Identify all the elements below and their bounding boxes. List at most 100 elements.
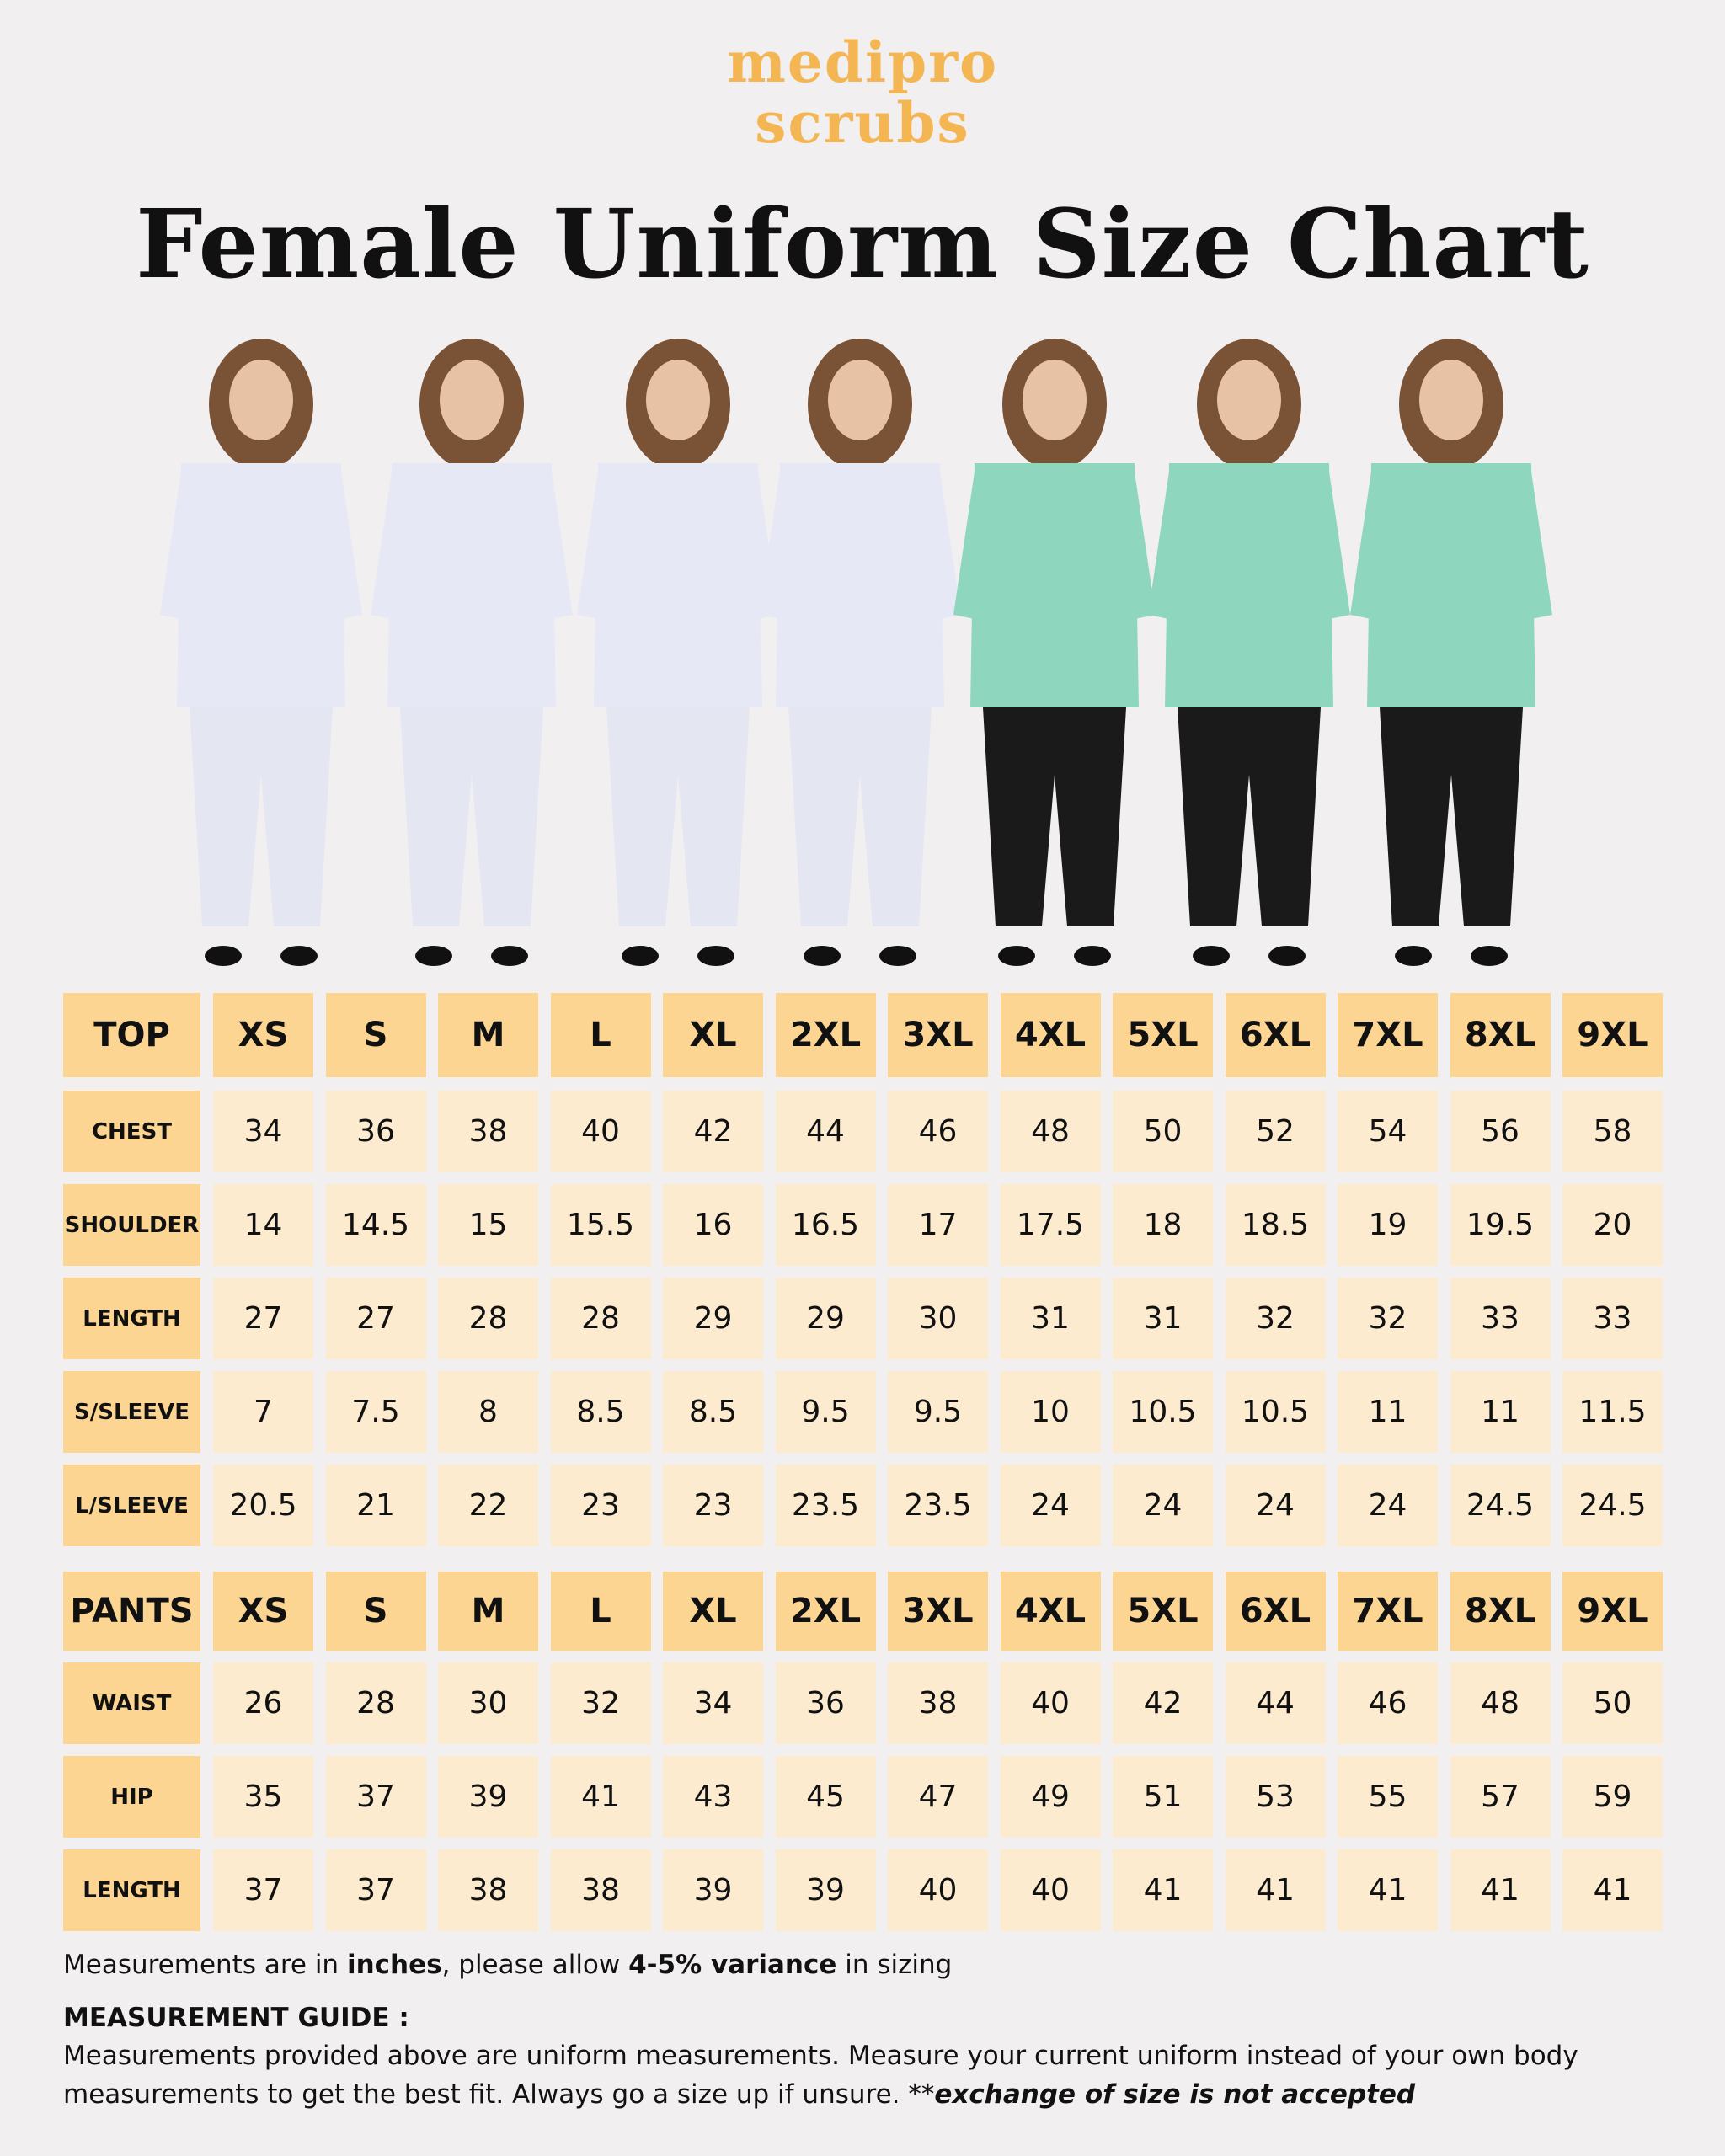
header-cell: TOP	[63, 993, 200, 1077]
size-value: 40	[888, 1849, 988, 1931]
header-cell: M	[438, 1572, 538, 1651]
size-value: 9.5	[775, 1371, 876, 1453]
size-value: 59	[1562, 1756, 1663, 1838]
row-label: L/SLEEVE	[63, 1465, 200, 1546]
size-value: 16	[663, 1184, 763, 1266]
figure-part	[646, 360, 710, 440]
size-value: 41	[1338, 1849, 1438, 1931]
size-value: 34	[663, 1662, 763, 1744]
size-value: 39	[438, 1756, 538, 1838]
header-cell: XL	[663, 993, 763, 1077]
size-value: 52	[1225, 1091, 1326, 1172]
size-value: 7.5	[325, 1371, 426, 1453]
size-value: 30	[888, 1278, 988, 1359]
figure-part	[828, 360, 892, 440]
text-run: 4-5% variance	[628, 1950, 837, 1980]
header-cell: 8XL	[1450, 1572, 1551, 1651]
text-run: inches	[346, 1950, 442, 1980]
size-value: 17	[888, 1184, 988, 1266]
size-value: 16.5	[775, 1184, 876, 1266]
figure-part	[622, 946, 659, 966]
size-value: 37	[213, 1849, 313, 1931]
size-value: 56	[1450, 1091, 1551, 1172]
size-value: 24	[1113, 1465, 1213, 1546]
size-value: 46	[888, 1091, 988, 1172]
size-value: 14.5	[325, 1184, 426, 1266]
size-value: 43	[663, 1756, 763, 1838]
size-value: 41	[1225, 1849, 1326, 1931]
text-run: Measurements are in	[63, 1950, 347, 1980]
guide-text: Measurements provided above are uniform …	[63, 2036, 1579, 2114]
text-run: in sizing	[836, 1950, 953, 1980]
guide-heading: MEASUREMENT GUIDE :	[63, 2003, 409, 2033]
size-value: 29	[663, 1278, 763, 1359]
header-cell: XS	[213, 993, 313, 1077]
figure-part	[1148, 472, 1350, 619]
header-cell: S	[325, 993, 426, 1077]
size-value: 45	[775, 1756, 876, 1838]
size-value: 17.5	[1000, 1184, 1101, 1266]
header-cell: 5XL	[1113, 993, 1213, 1077]
size-value: 44	[775, 1091, 876, 1172]
size-value: 55	[1338, 1756, 1438, 1838]
size-value: 32	[550, 1662, 651, 1744]
size-value: 30	[438, 1662, 538, 1744]
figure-part	[804, 946, 841, 966]
size-value: 11.5	[1562, 1371, 1663, 1453]
size-value: 23	[663, 1465, 763, 1546]
row-label: SHOULDER	[63, 1184, 200, 1266]
size-value: 23.5	[775, 1465, 876, 1546]
size-value: 41	[1562, 1849, 1663, 1931]
row-label: LENGTH	[63, 1278, 200, 1359]
logo-line: scrubs	[755, 90, 970, 156]
header-cell: 2XL	[775, 993, 876, 1077]
figure-part	[577, 472, 779, 619]
size-value: 35	[213, 1756, 313, 1838]
text-run: Measurements provided above are uniform …	[63, 2041, 1578, 2110]
figure-part	[1178, 707, 1321, 926]
figure-part	[387, 463, 556, 707]
size-value: 38	[888, 1662, 988, 1744]
models-photo	[160, 339, 1552, 966]
size-value: 7	[213, 1371, 313, 1453]
size-value: 18	[1113, 1184, 1213, 1266]
figure-part	[594, 463, 762, 707]
figure-part	[229, 360, 293, 440]
header-cell: 4XL	[1000, 1572, 1101, 1651]
size-value: 57	[1450, 1756, 1551, 1838]
size-value: 37	[325, 1849, 426, 1931]
figure-part	[998, 946, 1035, 966]
size-value: 23	[550, 1465, 651, 1546]
header-cell: 6XL	[1225, 993, 1326, 1077]
header-cell: S	[325, 1572, 426, 1651]
row-label: HIP	[63, 1756, 200, 1838]
size-value: 23.5	[888, 1465, 988, 1546]
size-value: 53	[1225, 1756, 1326, 1838]
header-cell: PANTS	[63, 1572, 200, 1651]
size-value: 58	[1562, 1091, 1663, 1172]
figure-part	[1395, 946, 1432, 966]
header-cell: L	[550, 1572, 651, 1651]
header-cell: 3XL	[888, 1572, 988, 1651]
size-value: 20	[1562, 1184, 1663, 1266]
size-value: 41	[1450, 1849, 1551, 1931]
figure-part	[1268, 946, 1306, 966]
figure-part	[177, 463, 345, 707]
header-cell: 5XL	[1113, 1572, 1213, 1651]
figure-part	[1350, 472, 1552, 619]
size-value: 31	[1113, 1278, 1213, 1359]
header-cell: 7XL	[1338, 1572, 1438, 1651]
size-value: 27	[213, 1278, 313, 1359]
size-value: 28	[550, 1278, 651, 1359]
size-value: 37	[325, 1756, 426, 1838]
size-value: 50	[1113, 1091, 1213, 1172]
figure-part	[415, 946, 452, 966]
header-cell: 7XL	[1338, 993, 1438, 1077]
header-cell: XL	[663, 1572, 763, 1651]
figure-part	[983, 707, 1126, 926]
figure-part	[1074, 946, 1111, 966]
size-value: 9.5	[888, 1371, 988, 1453]
size-value: 50	[1562, 1662, 1663, 1744]
figure-part	[759, 472, 961, 619]
